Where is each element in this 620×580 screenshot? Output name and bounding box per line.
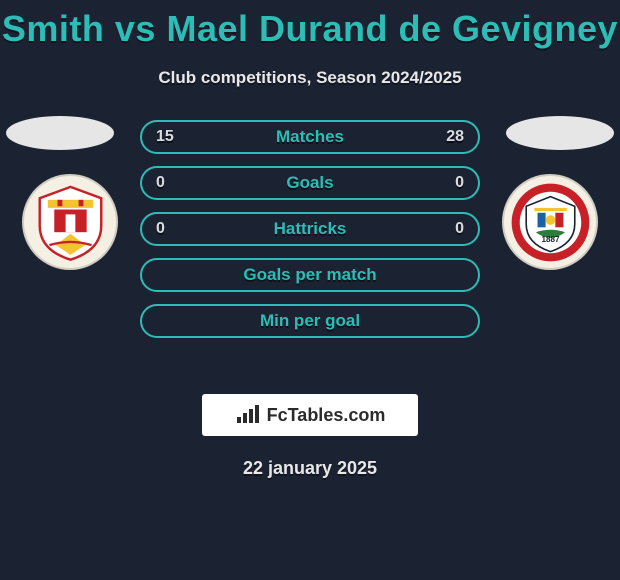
stat-left-value: 0	[156, 174, 165, 192]
player-photo-placeholder-left	[6, 116, 114, 150]
stat-left-value: 15	[156, 128, 174, 146]
stat-label: Min per goal	[260, 311, 360, 331]
stat-row-matches: 15 Matches 28	[140, 120, 480, 154]
stat-row-goals: 0 Goals 0	[140, 166, 480, 200]
page-title: Smith vs Mael Durand de Gevigney	[0, 0, 620, 50]
stevenage-crest-icon	[30, 182, 111, 263]
stat-left-value: 0	[156, 220, 165, 238]
stat-label: Goals	[286, 173, 333, 193]
stat-row-hattricks: 0 Hattricks 0	[140, 212, 480, 246]
player-photo-placeholder-right	[506, 116, 614, 150]
stat-label: Hattricks	[274, 219, 347, 239]
stat-right-value: 0	[455, 220, 464, 238]
barnsley-crest-icon: 1887	[510, 182, 591, 263]
stat-label: Matches	[276, 127, 344, 147]
club-crest-left	[22, 174, 118, 270]
stat-row-goals-per-match: Goals per match	[140, 258, 480, 292]
stats-pill-stack: 15 Matches 28 0 Goals 0 0 Hattricks 0 Go…	[140, 120, 480, 338]
brand-badge: FcTables.com	[202, 394, 418, 436]
brand-text: FcTables.com	[267, 405, 386, 426]
club-crest-right: 1887	[502, 174, 598, 270]
stat-right-value: 28	[446, 128, 464, 146]
stat-right-value: 0	[455, 174, 464, 192]
bars-icon	[235, 405, 261, 425]
date-stamp: 22 january 2025	[0, 458, 620, 479]
comparison-arena: 1887 15 Matches 28 0 Goals 0 0 Hattricks…	[0, 116, 620, 376]
stat-row-min-per-goal: Min per goal	[140, 304, 480, 338]
svg-text:1887: 1887	[541, 234, 559, 243]
stat-label: Goals per match	[243, 265, 376, 285]
page-subtitle: Club competitions, Season 2024/2025	[0, 68, 620, 88]
